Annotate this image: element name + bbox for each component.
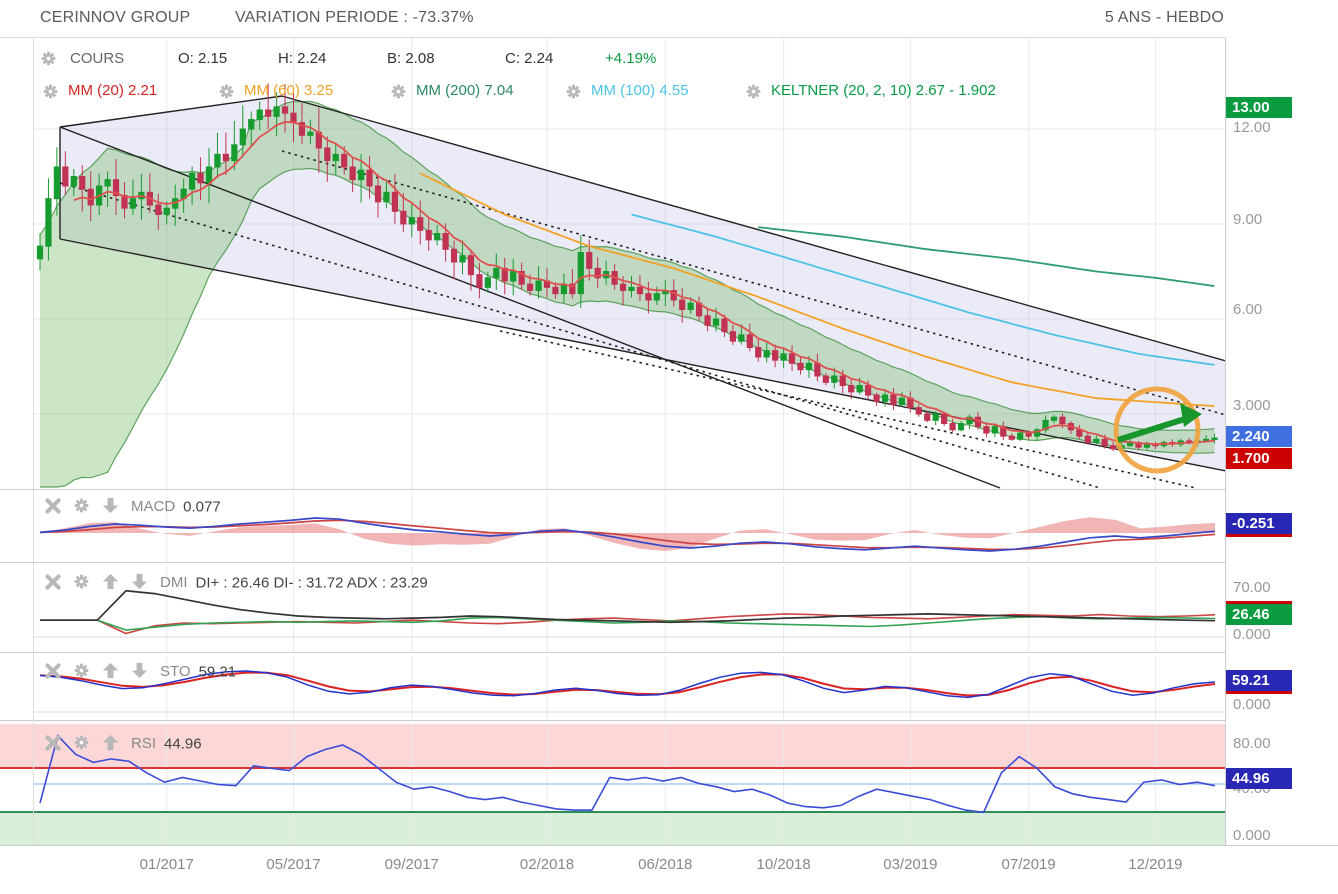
macd-indicator-settings-icon[interactable] (73, 497, 90, 518)
axis-badge: 59.21 (1226, 670, 1292, 694)
macd-remove-indicator-icon[interactable] (45, 497, 61, 518)
axis-label: 12.00 (1233, 119, 1271, 136)
dmi-move-up-icon[interactable] (102, 573, 119, 594)
axis-label: 0.000 (1233, 696, 1271, 713)
dmi-panel[interactable] (0, 566, 1226, 653)
axis-label: 9.00 (1233, 211, 1263, 228)
macd-title: MACD (131, 498, 176, 516)
price-panel-canvas[interactable] (0, 38, 1226, 489)
plot-left-border (33, 37, 34, 845)
time-axis-label: 10/2018 (756, 856, 811, 873)
axis-label: 70.00 (1233, 579, 1271, 596)
rsi-move-up-icon[interactable] (102, 734, 119, 755)
timeframe-label: 5 ANS - HEBDO (1104, 9, 1224, 26)
macd-panel[interactable] (0, 492, 1226, 563)
price-panel[interactable] (0, 37, 1226, 490)
cours-label: COURS (70, 50, 125, 67)
dmi-remove-indicator-icon[interactable] (45, 573, 61, 594)
axis-badge: 44.96 (1226, 768, 1292, 789)
ma-legend-2: MM (200) 7.04 (416, 82, 514, 99)
sto-panel-header: STO 59.21 (45, 662, 236, 683)
time-axis-label: 01/2017 (139, 856, 194, 873)
ma-legend-3: MM (100) 4.55 (591, 82, 689, 99)
sto-title: STO (160, 663, 191, 681)
sto-indicator-settings-icon[interactable] (73, 662, 90, 683)
ma-legend-4: KELTNER (20, 2, 10) 2.67 - 1.902 (771, 82, 996, 99)
rsi-title: RSI (131, 735, 157, 753)
rsi-indicator-settings-icon[interactable] (73, 734, 90, 755)
low-value: B: 2.08 (387, 50, 435, 67)
sto-panel-canvas[interactable] (0, 656, 1226, 720)
sto-remove-indicator-icon[interactable] (45, 662, 61, 683)
axis-label: 3.000 (1233, 397, 1271, 414)
dmi-current-value: DI+ : 26.46 DI- : 31.72 ADX : 23.29 (195, 574, 428, 592)
axis-label: 80.00 (1233, 735, 1271, 752)
axis-label: 0.000 (1233, 626, 1271, 643)
axis-label: 0.000 (1233, 827, 1271, 844)
ma-settings-icon-4[interactable] (745, 83, 762, 104)
dmi-move-down-icon[interactable] (131, 573, 148, 594)
period-variation: VARIATION PERIODE : -73.37% (235, 9, 474, 26)
dmi-panel-canvas[interactable] (0, 566, 1226, 652)
time-axis-label: 12/2019 (1128, 856, 1183, 873)
sto-move-up-icon[interactable] (102, 662, 119, 683)
time-axis: 01/2017 05/2017 09/2017 02/2018 06/2018 10/20… (0, 845, 1338, 894)
axis-badge: 26.46 (1226, 601, 1292, 625)
ma-legend-0: MM (20) 2.21 (68, 82, 158, 99)
sto-panel[interactable] (0, 656, 1226, 721)
ma-legend-1: MM (60) 3.25 (244, 82, 334, 99)
rsi-panel-canvas[interactable] (0, 724, 1226, 845)
rsi-current-value: 44.96 (164, 735, 202, 753)
macd-panel-canvas[interactable] (0, 492, 1226, 562)
rsi-panel-header: RSI 44.96 (45, 734, 202, 755)
instrument-title: CERINNOV GROUP (40, 9, 191, 26)
rsi-panel[interactable] (0, 724, 1226, 845)
ma-settings-icon-0[interactable] (42, 83, 59, 104)
rsi-remove-indicator-icon[interactable] (45, 734, 61, 755)
macd-move-down-icon[interactable] (102, 497, 119, 518)
dmi-indicator-settings-icon[interactable] (73, 573, 90, 594)
macd-panel-header: MACD 0.077 (45, 497, 221, 518)
dmi-title: DMI (160, 574, 188, 592)
ma-settings-icon-2[interactable] (390, 83, 407, 104)
time-axis-label: 06/2018 (638, 856, 693, 873)
close-value: C: 2.24 (505, 50, 554, 67)
open-value: O: 2.15 (178, 50, 228, 67)
price-axis-labels: 13.00 12.00 9.00 6.00 3.000 2.240 1.700 -0.251 7… (1226, 37, 1338, 845)
ma-settings-icon-1[interactable] (218, 83, 235, 104)
axis-badge: 13.00 (1226, 97, 1292, 118)
time-axis-label: 05/2017 (266, 856, 321, 873)
change-percent: +4.19% (605, 50, 657, 67)
axis-badge: 2.240 (1226, 426, 1292, 447)
time-axis-label: 03/2019 (883, 856, 938, 873)
axis-label: 6.00 (1233, 301, 1263, 318)
dmi-panel-header: DMI DI+ : 26.46 DI- : 31.72 ADX : 23.29 (45, 573, 428, 594)
sto-move-down-icon[interactable] (131, 662, 148, 683)
chart-header: CERINNOV GROUP VARIATION PERIODE : -73.3… (0, 0, 1338, 37)
macd-current-value: 0.077 (183, 498, 221, 516)
high-value: H: 2.24 (278, 50, 327, 67)
time-axis-label: 09/2017 (384, 856, 439, 873)
axis-badge: 1.700 (1226, 448, 1292, 469)
sto-current-value: 59.21 (198, 663, 237, 681)
cours-settings-icon[interactable] (40, 50, 57, 71)
ma-settings-icon-3[interactable] (565, 83, 582, 104)
axis-divider (1225, 37, 1226, 845)
axis-badge: -0.251 (1226, 513, 1292, 537)
time-axis-label: 02/2018 (519, 856, 575, 873)
time-axis-label: 07/2019 (1001, 856, 1056, 873)
